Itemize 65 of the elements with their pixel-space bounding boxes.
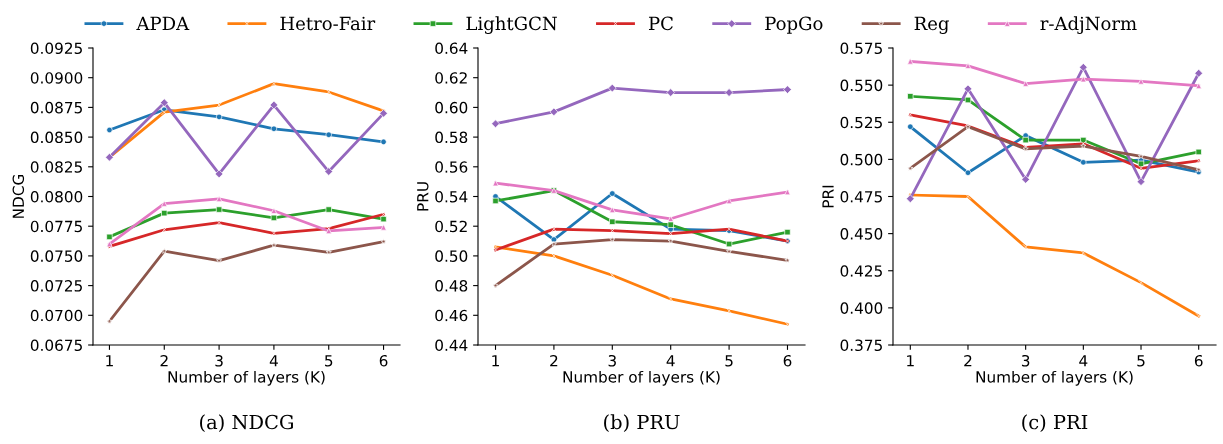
- x-tick-label: 4: [666, 355, 675, 367]
- y-tick-label: 0.60: [435, 101, 468, 114]
- y-tick-label: 0.0675: [30, 339, 82, 352]
- y-tick-label: 0.64: [435, 42, 468, 55]
- y-tick-label: 0.58: [435, 131, 468, 144]
- y-tick-label: 0.0700: [30, 309, 83, 322]
- y-tick-label: 0.0925: [30, 42, 82, 55]
- x-tick-label: 6: [379, 354, 388, 367]
- y-tick-label: 0.46: [435, 309, 468, 322]
- y-tick-label: 0.50: [435, 250, 468, 262]
- x-tick-label: 5: [725, 355, 733, 367]
- y-tick-label: 0.0725: [30, 280, 82, 292]
- x-tick-label: 3: [608, 354, 616, 367]
- x-tick-label: 3: [215, 354, 223, 367]
- legend-label: Hetro-Fair: [280, 16, 376, 31]
- y-tick-label: 0.0800: [30, 190, 83, 203]
- legend-label: LightGCN: [466, 16, 557, 34]
- x-axis-title: Number of layers (K): [168, 370, 325, 386]
- y-tick-label: 0.62: [435, 72, 467, 84]
- x-tick-label: 2: [964, 354, 972, 367]
- y-tick-label: 0.525: [840, 116, 882, 129]
- y-tick-label: 0.56: [435, 161, 468, 173]
- text: (b) PRU: [604, 414, 680, 433]
- x-tick-label: 4: [269, 355, 278, 367]
- x-tick-label: 2: [160, 354, 168, 367]
- x-axis-title: Number of layers (K): [563, 370, 720, 386]
- y-tick-label: 0.54: [435, 190, 468, 203]
- y-tick-label: 0.0750: [30, 250, 83, 262]
- legend-label: r-AdjNorm: [1040, 16, 1137, 34]
- x-tick-label: 5: [325, 355, 333, 367]
- y-tick-label: 0.375: [840, 339, 882, 352]
- y-tick-label: 0.400: [840, 302, 883, 314]
- y-axis-title: PRI: [822, 185, 834, 208]
- y-tick-label: 0.0850: [30, 131, 83, 144]
- x-tick-label: 2: [550, 354, 558, 367]
- y-tick-label: 0.575: [840, 42, 882, 55]
- y-tick-label: 0.450: [840, 228, 883, 240]
- y-tick-label: 0.52: [435, 220, 467, 233]
- y-tick-label: 0.48: [435, 280, 468, 292]
- y-tick-label: 0.475: [840, 190, 882, 203]
- x-tick-label: 1: [907, 355, 914, 367]
- y-tick-label: 0.0775: [30, 220, 82, 233]
- y-tick-label: 0.44: [435, 339, 468, 352]
- legend-label: Reg: [914, 16, 949, 34]
- legend-label: PC: [648, 16, 673, 31]
- y-axis-title: NDCG: [12, 174, 25, 218]
- y-tick-label: 0.0825: [30, 161, 82, 173]
- y-tick-label: 0.550: [840, 79, 883, 92]
- legend-label: PopGo: [765, 16, 823, 34]
- x-tick-label: 1: [106, 355, 113, 367]
- y-tick-label: 0.0875: [30, 101, 82, 114]
- y-axis-title: PRU: [417, 182, 429, 211]
- x-tick-label: 1: [492, 355, 499, 367]
- text: (a) NDCG: [200, 414, 293, 433]
- y-tick-label: 0.0900: [30, 72, 83, 84]
- x-tick-label: 4: [1079, 355, 1088, 367]
- x-tick-label: 6: [783, 354, 792, 367]
- x-tick-label: 6: [1194, 354, 1203, 367]
- x-axis-title: Number of layers (K): [976, 370, 1133, 386]
- y-tick-label: 0.425: [840, 265, 882, 277]
- x-tick-label: 5: [1137, 355, 1145, 367]
- y-tick-label: 0.500: [840, 153, 883, 166]
- text: (c) PRI: [1022, 414, 1088, 433]
- legend-label: APDA: [136, 16, 190, 30]
- x-tick-label: 3: [1021, 354, 1030, 367]
